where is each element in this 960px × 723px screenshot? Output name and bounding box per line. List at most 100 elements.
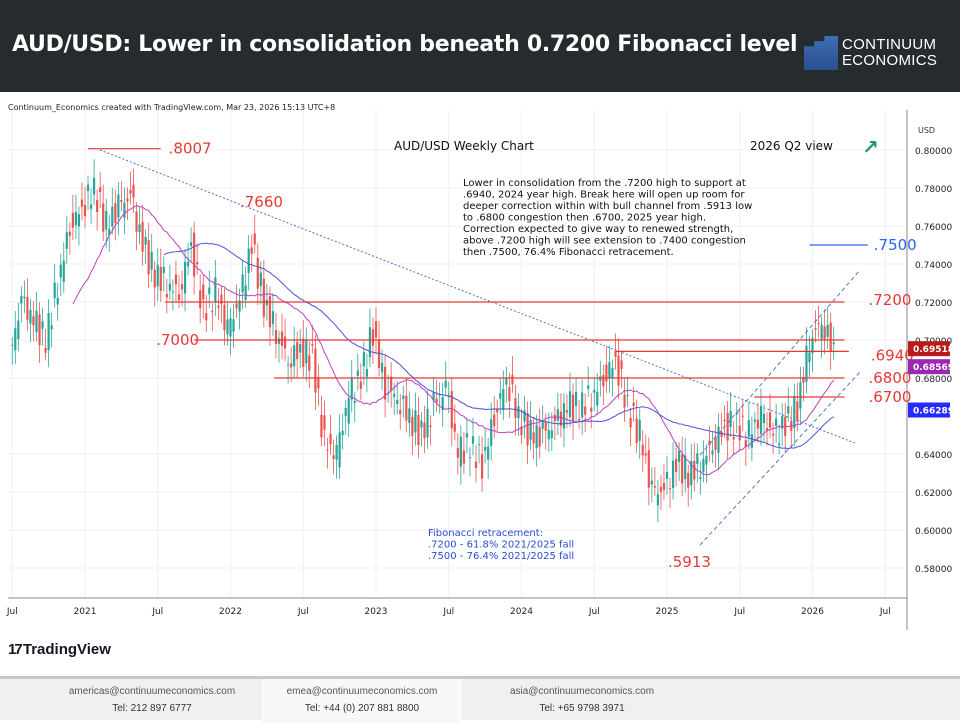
x-tick-label: 2022	[219, 607, 242, 617]
candle-body	[505, 378, 508, 385]
candle-body	[238, 300, 241, 312]
commentary-line: Correction expected to give way to renew…	[463, 224, 733, 235]
candle-body	[38, 314, 41, 346]
candle-body	[744, 440, 747, 448]
candle-body	[832, 342, 835, 345]
asia-email[interactable]: asia@continuumeconomics.com	[509, 686, 655, 697]
candle-body	[493, 414, 496, 427]
candle-body	[62, 260, 65, 283]
candle-body	[96, 200, 99, 212]
footer: americas@continuumeconomics.com Tel: 212 …	[0, 676, 960, 723]
candle-body	[280, 331, 284, 346]
candle-body	[135, 211, 138, 232]
candle-body	[120, 200, 123, 203]
candle-body	[411, 416, 414, 436]
candle-body	[605, 364, 608, 382]
candle-body	[484, 446, 487, 451]
candle-body	[214, 277, 217, 303]
candle-body	[114, 203, 117, 223]
candle-body	[471, 436, 475, 444]
candle-body	[283, 336, 287, 349]
candle-body	[102, 203, 105, 232]
candle-body	[220, 294, 223, 304]
candle-body	[456, 447, 459, 458]
candle-body	[687, 472, 690, 488]
candle-body	[829, 322, 832, 352]
candle-body	[402, 395, 405, 400]
candle-body	[86, 184, 90, 192]
candle-body	[768, 412, 772, 428]
candle-body	[499, 393, 502, 399]
candle-body	[790, 420, 793, 431]
candle-body	[602, 375, 605, 387]
candle-body	[108, 229, 111, 235]
candle-body	[174, 274, 178, 285]
trend-line	[99, 149, 856, 444]
commentary-line: deeper correction within with bull chann…	[463, 201, 752, 212]
candle-body	[635, 418, 638, 443]
candle-body	[50, 325, 53, 330]
candle-body	[256, 257, 259, 289]
candle-body	[532, 432, 535, 444]
candle-body	[765, 428, 769, 431]
candle-body	[762, 413, 766, 423]
price-tag	[908, 341, 950, 357]
candle-body	[650, 480, 653, 485]
candle-body	[656, 494, 660, 506]
candle-body	[541, 422, 544, 429]
candle-body	[20, 295, 23, 304]
candle-body	[293, 345, 296, 367]
x-tick-label: Jul	[442, 607, 454, 617]
candle-body	[526, 413, 529, 446]
candle-body	[705, 455, 708, 465]
candle-body	[226, 319, 229, 335]
candle-body	[826, 324, 829, 337]
candle-body	[653, 486, 656, 488]
candle-body	[820, 324, 823, 339]
level-label: .7500	[874, 236, 917, 254]
candle-body	[199, 290, 202, 309]
candle-body	[247, 248, 250, 273]
candle-body	[577, 418, 581, 421]
price-tag-label: 0.66289	[913, 407, 954, 417]
tradingview-brand[interactable]: 17 TradingView	[8, 641, 111, 658]
candle-body	[459, 436, 462, 467]
candle-body	[320, 414, 323, 438]
candle-body	[747, 420, 750, 437]
commentary-line: above .7200 high will see extension to .…	[463, 236, 746, 247]
candle-body	[399, 409, 402, 415]
candle-body	[208, 287, 211, 295]
candle-body	[738, 425, 741, 441]
x-tick-label: 2023	[365, 607, 388, 617]
emea-email[interactable]: emea@continuumeconomics.com	[286, 686, 438, 697]
candle-body	[426, 408, 429, 438]
axis-currency: USD	[918, 126, 935, 135]
candle-body	[468, 456, 472, 458]
candle-body	[159, 266, 162, 291]
candle-body	[126, 198, 129, 202]
y-tick-label: 0.78000	[915, 185, 952, 195]
candle-body	[671, 460, 675, 489]
candle-body	[268, 296, 272, 328]
candle-body	[341, 430, 344, 436]
ma-short-line	[72, 205, 835, 475]
candle-body	[574, 391, 578, 406]
candle-body	[808, 352, 811, 363]
candle-body	[92, 177, 96, 195]
candle-body	[286, 364, 290, 366]
price-chart[interactable]: USD 0.80000 0.78000 0.76000 0.74000 0.72000 0.…	[0, 110, 960, 630]
candle-body	[390, 376, 393, 391]
candle-body	[80, 199, 84, 207]
americas-email[interactable]: americas@continuumeconomics.com	[68, 686, 236, 697]
candle-body	[550, 430, 553, 439]
candle-body	[596, 391, 599, 406]
level-label: .8007	[169, 140, 212, 158]
candle-body	[414, 410, 417, 433]
x-tick-label: Jul	[6, 607, 18, 617]
x-tick-label: Jul	[733, 607, 745, 617]
candle-body	[529, 420, 532, 440]
candle-body	[141, 221, 144, 252]
low-2025-label: .5913	[668, 553, 711, 571]
candle-body	[35, 310, 38, 333]
candle-body	[323, 415, 326, 430]
